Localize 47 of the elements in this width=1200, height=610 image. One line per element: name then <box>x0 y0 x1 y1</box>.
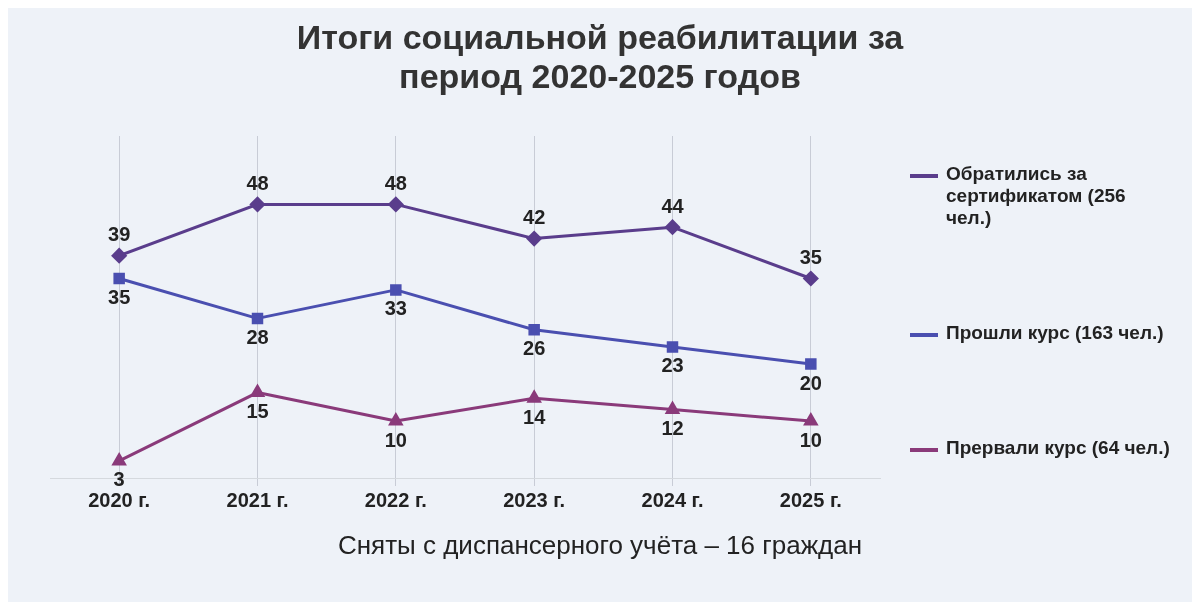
data-label: 48 <box>384 171 407 194</box>
point <box>112 453 126 466</box>
data-label: 10 <box>799 428 822 451</box>
point <box>805 358 817 370</box>
legend-label: Прошли курс (163 чел.) <box>946 321 1164 344</box>
data-label: 48 <box>246 171 269 194</box>
point <box>388 196 404 212</box>
point <box>111 248 127 264</box>
data-label: 3 <box>113 468 125 491</box>
x-tick-label: 2020 г. <box>88 488 151 511</box>
data-label: 33 <box>384 297 407 320</box>
point <box>804 413 818 426</box>
point <box>113 272 125 285</box>
point <box>251 312 264 325</box>
data-label: 20 <box>799 371 822 394</box>
point <box>527 390 541 403</box>
data-label: 28 <box>246 325 269 348</box>
data-label: 23 <box>661 354 684 377</box>
data-label: 26 <box>523 337 546 360</box>
x-tick-label: 2024 г. <box>641 488 704 511</box>
point <box>250 196 265 212</box>
data-label: 10 <box>384 428 407 451</box>
point <box>665 219 680 235</box>
data-label: 35 <box>108 286 131 309</box>
point <box>665 402 680 415</box>
point <box>526 231 542 247</box>
x-tick-label: 2021 г. <box>226 488 289 511</box>
data-label: 14 <box>523 405 547 428</box>
x-tick-label: 2023 г. <box>503 488 566 511</box>
data-label: 12 <box>661 417 684 440</box>
point <box>528 324 540 336</box>
data-label: 42 <box>523 206 546 229</box>
x-tick-label: 2025 г. <box>779 488 842 511</box>
text: Сняты с диспансерного учёта – 16 граждан <box>337 530 863 561</box>
x-tick-label: 2022 г. <box>364 488 427 511</box>
data-label: 35 <box>799 246 822 269</box>
legend-label: Прервали курс (64 чел.) <box>946 437 1170 460</box>
point <box>803 271 819 286</box>
point <box>250 385 265 397</box>
data-label: 44 <box>661 194 685 217</box>
data-label: 15 <box>246 400 269 423</box>
point <box>389 413 403 426</box>
point <box>390 284 402 296</box>
point <box>666 341 679 353</box>
data-label: 39 <box>108 223 131 246</box>
chart-title: Итоги социальной реабилитации за период 2020-2025 годов <box>295 18 905 96</box>
legend-label: Обратились за сертификатом (256 чел.) <box>946 162 1127 229</box>
